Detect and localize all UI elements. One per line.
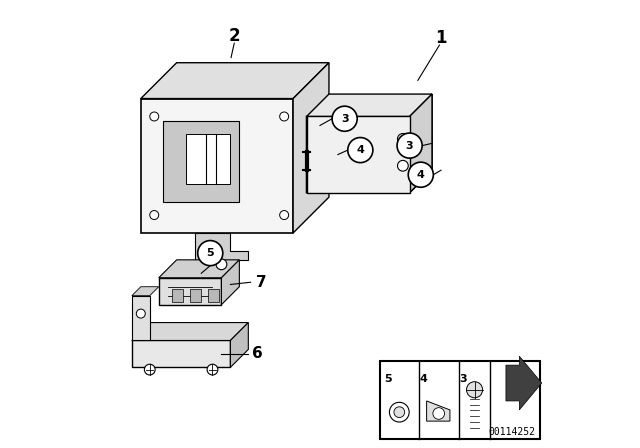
Polygon shape (195, 233, 248, 260)
Polygon shape (307, 116, 410, 193)
Circle shape (390, 402, 409, 422)
Polygon shape (410, 94, 432, 193)
Circle shape (280, 112, 289, 121)
Polygon shape (132, 296, 150, 340)
Polygon shape (293, 63, 329, 233)
Polygon shape (159, 278, 221, 305)
Polygon shape (307, 94, 432, 116)
Circle shape (397, 133, 422, 158)
Circle shape (198, 241, 223, 266)
Circle shape (207, 364, 218, 375)
Text: 4: 4 (417, 170, 425, 180)
Polygon shape (163, 121, 239, 202)
Bar (172, 289, 184, 302)
Circle shape (433, 408, 445, 419)
Text: 3: 3 (406, 141, 413, 151)
Text: 4: 4 (356, 145, 364, 155)
Circle shape (348, 138, 373, 163)
Polygon shape (506, 356, 541, 410)
Polygon shape (132, 287, 159, 296)
Text: 7: 7 (257, 275, 267, 290)
Circle shape (150, 211, 159, 220)
Polygon shape (132, 340, 230, 367)
Text: 5: 5 (207, 248, 214, 258)
Circle shape (467, 382, 483, 398)
Bar (190, 289, 201, 302)
Circle shape (408, 162, 433, 187)
Polygon shape (141, 99, 293, 233)
Text: 5: 5 (384, 374, 392, 383)
Text: 00114252: 00114252 (488, 427, 535, 437)
Polygon shape (186, 134, 230, 184)
Bar (208, 289, 219, 302)
Circle shape (150, 112, 159, 121)
Polygon shape (221, 260, 239, 305)
FancyBboxPatch shape (380, 361, 540, 439)
Text: 1: 1 (435, 29, 447, 47)
Polygon shape (230, 323, 248, 367)
Text: 4: 4 (419, 374, 427, 383)
Polygon shape (141, 63, 329, 99)
Circle shape (280, 211, 289, 220)
Circle shape (332, 106, 357, 131)
Text: 6: 6 (252, 346, 262, 362)
Polygon shape (427, 401, 450, 421)
Polygon shape (132, 323, 248, 340)
Circle shape (397, 160, 408, 171)
Circle shape (216, 259, 227, 270)
Circle shape (397, 134, 408, 144)
Text: 2: 2 (229, 27, 241, 45)
Polygon shape (159, 260, 239, 278)
Text: 3: 3 (460, 374, 467, 383)
Circle shape (394, 407, 404, 418)
Text: 3: 3 (341, 114, 348, 124)
Circle shape (136, 309, 145, 318)
Circle shape (145, 364, 155, 375)
